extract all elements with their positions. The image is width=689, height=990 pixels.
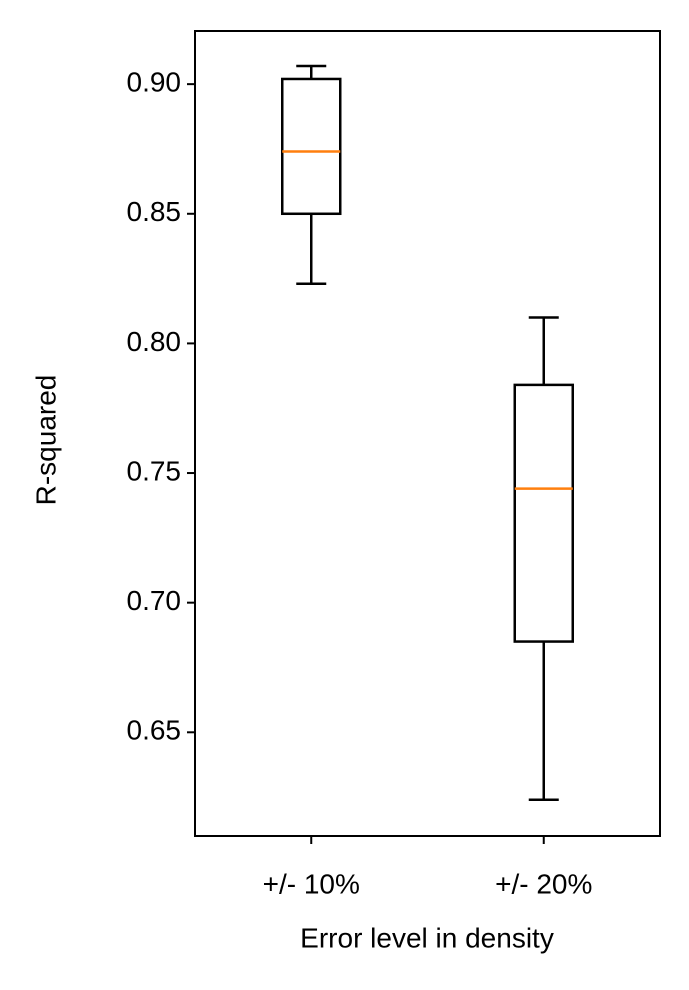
plot-frame [194, 30, 661, 837]
y-tick-label: 0.65 [127, 715, 182, 746]
y-tick-label: 0.80 [127, 326, 182, 357]
y-tick-label: 0.90 [127, 67, 182, 98]
x-tick-label: +/- 20% [495, 868, 592, 899]
y-axis-label: R-squared [30, 375, 61, 506]
x-tick-label: +/- 10% [263, 868, 360, 899]
box [281, 77, 342, 216]
y-tick-label: 0.85 [127, 196, 182, 227]
y-tick-label: 0.75 [127, 455, 182, 486]
box [513, 383, 574, 643]
y-tick-label: 0.70 [127, 585, 182, 616]
x-axis-label: Error level in density [300, 922, 554, 953]
